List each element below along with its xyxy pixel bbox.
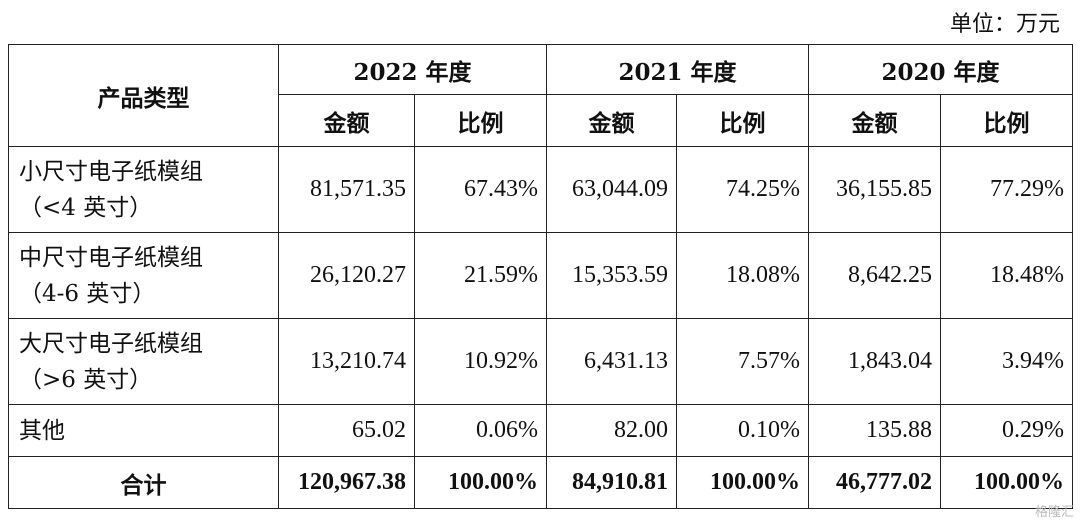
- total-ratio-cell: 100.00%: [414, 456, 547, 509]
- category-cell: 中尺寸电子纸模组 （4-6 英寸）: [8, 232, 279, 319]
- amount-cell: 63,044.09: [546, 146, 677, 233]
- amount-cell: 81,571.35: [278, 146, 415, 233]
- amount-cell: 6,431.13: [546, 318, 677, 405]
- amount-header: 金额: [278, 94, 415, 147]
- ratio-cell: 7.57%: [676, 318, 809, 405]
- amount-cell: 36,155.85: [808, 146, 941, 233]
- table-row: 中尺寸电子纸模组 （4-6 英寸） 26,120.27 21.59% 15,35…: [8, 232, 1073, 319]
- header-row-years: 产品类型 2022 年度 2021 年度 2020 年度: [8, 44, 1073, 147]
- ratio-header: 比例: [940, 94, 1073, 147]
- category-name: 其他: [19, 417, 65, 444]
- product-type-header: 产品类型: [8, 44, 279, 147]
- category-size: （>6 英寸）: [19, 366, 153, 393]
- ratio-cell: 3.94%: [940, 318, 1073, 405]
- year-header-2020: 2020 年度: [808, 44, 1073, 95]
- amount-cell: 135.88: [808, 404, 941, 457]
- category-cell: 小尺寸电子纸模组 （<4 英寸）: [8, 146, 279, 233]
- ratio-cell: 0.29%: [940, 404, 1073, 457]
- year-header-2022: 2022 年度: [278, 44, 547, 95]
- watermark: 格隆汇: [1034, 505, 1074, 520]
- amount-cell: 65.02: [278, 404, 415, 457]
- year-header-2021: 2021 年度: [546, 44, 809, 95]
- amount-cell: 1,843.04: [808, 318, 941, 405]
- amount-cell: 15,353.59: [546, 232, 677, 319]
- total-row: 合计 120,967.38 100.00% 84,910.81 100.00% …: [8, 456, 1073, 509]
- category-name: 大尺寸电子纸模组: [19, 330, 203, 357]
- category-name: 小尺寸电子纸模组: [19, 158, 203, 185]
- ratio-cell: 10.92%: [414, 318, 547, 405]
- ratio-cell: 21.59%: [414, 232, 547, 319]
- table-row: 小尺寸电子纸模组 （<4 英寸） 81,571.35 67.43% 63,044…: [8, 146, 1073, 233]
- category-cell: 其他: [8, 404, 279, 457]
- amount-header: 金额: [546, 94, 677, 147]
- category-size: （<4 英寸）: [19, 194, 153, 221]
- ratio-cell: 67.43%: [414, 146, 547, 233]
- ratio-cell: 77.29%: [940, 146, 1073, 233]
- total-ratio-cell: 100.00%: [676, 456, 809, 509]
- amount-cell: 8,642.25: [808, 232, 941, 319]
- category-cell: 大尺寸电子纸模组 （>6 英寸）: [8, 318, 279, 405]
- ratio-cell: 18.08%: [676, 232, 809, 319]
- ratio-cell: 0.10%: [676, 404, 809, 457]
- total-amount-cell: 84,910.81: [546, 456, 677, 509]
- amount-header: 金额: [808, 94, 941, 147]
- table-row: 其他 65.02 0.06% 82.00 0.10% 135.88 0.29%: [8, 404, 1073, 457]
- revenue-table: 产品类型 2022 年度 2021 年度 2020 年度 金额 比例 金额 比例…: [8, 44, 1073, 509]
- total-label: 合计: [8, 456, 279, 509]
- category-size: （4-6 英寸）: [19, 280, 156, 307]
- ratio-header: 比例: [414, 94, 547, 147]
- ratio-cell: 0.06%: [414, 404, 547, 457]
- total-amount-cell: 46,777.02: [808, 456, 941, 509]
- table-row: 大尺寸电子纸模组 （>6 英寸） 13,210.74 10.92% 6,431.…: [8, 318, 1073, 405]
- ratio-cell: 74.25%: [676, 146, 809, 233]
- category-name: 中尺寸电子纸模组: [19, 244, 203, 271]
- ratio-cell: 18.48%: [940, 232, 1073, 319]
- amount-cell: 26,120.27: [278, 232, 415, 319]
- ratio-header: 比例: [676, 94, 809, 147]
- total-amount-cell: 120,967.38: [278, 456, 415, 509]
- unit-label: 单位：万元: [949, 12, 1060, 37]
- amount-cell: 13,210.74: [278, 318, 415, 405]
- amount-cell: 82.00: [546, 404, 677, 457]
- total-ratio-cell: 100.00%: [940, 456, 1073, 509]
